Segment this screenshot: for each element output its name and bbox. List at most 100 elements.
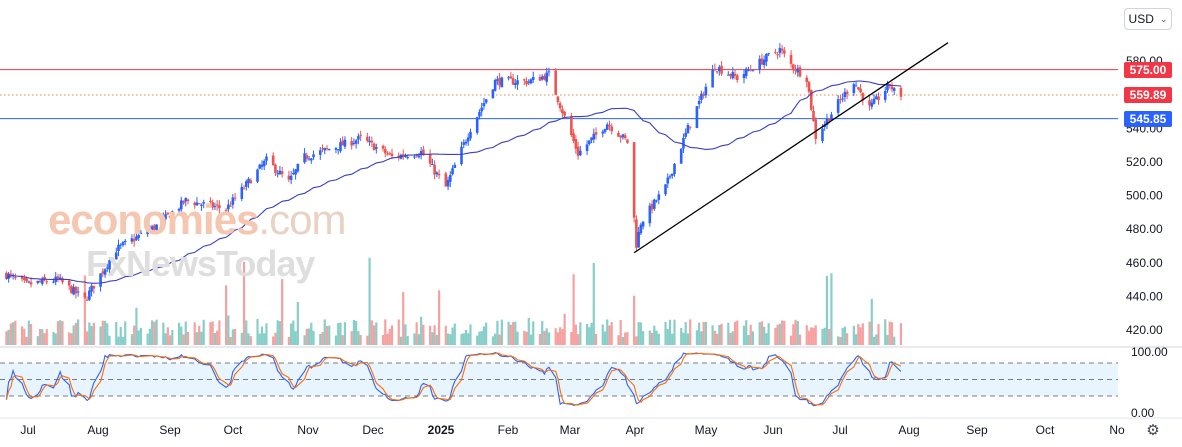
- volume-bar: [384, 319, 387, 345]
- candle-body: [240, 186, 244, 199]
- candle-body: [711, 69, 714, 88]
- candle: [444, 171, 448, 187]
- candle: [287, 170, 291, 183]
- candle-body: [307, 158, 311, 160]
- candle-body: [778, 48, 782, 53]
- candle: [280, 166, 284, 178]
- volume-bar: [263, 333, 266, 345]
- gear-icon[interactable]: ⚙: [1146, 422, 1160, 439]
- candle: [153, 223, 156, 231]
- volume-bar: [511, 322, 515, 345]
- candle: [372, 142, 376, 151]
- volume-bar: [765, 333, 768, 345]
- candle: [40, 276, 44, 286]
- candle: [516, 75, 519, 90]
- volume-bar: [193, 322, 196, 345]
- volume-bar: [323, 319, 326, 345]
- candle: [200, 203, 203, 211]
- candle: [350, 136, 353, 150]
- candle-body: [664, 184, 667, 195]
- candle-body: [276, 173, 279, 175]
- candle: [462, 139, 466, 149]
- candle-body: [637, 231, 640, 248]
- candle: [695, 106, 699, 129]
- candle: [679, 148, 683, 164]
- candle-body: [209, 200, 212, 202]
- volume-bar: [339, 322, 342, 345]
- candle-body: [74, 286, 78, 294]
- candle-body: [500, 77, 504, 88]
- candle-body: [318, 150, 322, 155]
- volume-bar: [624, 332, 627, 345]
- volume-bar: [635, 336, 638, 345]
- candle: [861, 92, 865, 106]
- candle: [556, 96, 560, 105]
- volume-bar: [404, 324, 407, 345]
- candle-body: [404, 155, 407, 158]
- volume-bar: [877, 324, 880, 345]
- candle: [859, 84, 862, 94]
- candle: [529, 78, 533, 85]
- volume-bar: [200, 331, 203, 345]
- candle: [271, 152, 275, 166]
- candle: [359, 130, 362, 142]
- candle: [260, 160, 264, 170]
- candle: [370, 136, 374, 147]
- candle-body: [496, 79, 499, 81]
- volume-bar: [763, 326, 766, 345]
- time-axis-label: Sep: [966, 423, 988, 437]
- candle: [262, 159, 266, 171]
- candle-body: [381, 145, 385, 149]
- candle-body: [648, 205, 652, 224]
- candle: [130, 234, 134, 244]
- volume-bar: [171, 329, 174, 345]
- volume-bar: [585, 323, 589, 345]
- volume-bar: [164, 333, 167, 345]
- candle-body: [603, 129, 607, 133]
- volume-bar: [527, 317, 530, 345]
- candle-body: [303, 153, 306, 163]
- volume-bar: [671, 333, 674, 345]
- volume-bar: [137, 330, 140, 345]
- volume-bar: [25, 336, 28, 345]
- candle-body: [406, 157, 410, 159]
- volume-bar: [420, 316, 423, 345]
- candle-body: [72, 287, 75, 295]
- time-axis-label: Sep: [159, 423, 181, 437]
- volume-bar: [83, 275, 86, 345]
- candle-body: [464, 141, 468, 144]
- volume-bars: [5, 257, 903, 345]
- candle-body: [774, 52, 777, 54]
- volume-bar: [406, 336, 409, 345]
- candle: [162, 212, 165, 227]
- volume-bar: [386, 333, 389, 345]
- currency-select[interactable]: USD ⌄: [1124, 8, 1172, 30]
- volume-bar: [859, 327, 862, 345]
- candle: [870, 98, 874, 110]
- candle-body: [466, 137, 470, 142]
- candle-body: [890, 86, 894, 90]
- volume-bar: [590, 322, 593, 345]
- volume-bar: [90, 326, 93, 345]
- currency-label: USD: [1128, 12, 1154, 26]
- candle: [265, 153, 268, 165]
- candle-body: [132, 239, 136, 242]
- candle-body: [397, 155, 401, 158]
- candle: [713, 63, 717, 72]
- candle: [749, 64, 753, 72]
- candle-body: [657, 194, 661, 200]
- candle-body: [117, 244, 120, 251]
- candle-body: [540, 76, 544, 80]
- candle-body: [390, 153, 394, 157]
- oscillator-axis-tick: 0.00: [1131, 406, 1155, 420]
- candle: [484, 98, 488, 105]
- candle: [61, 276, 64, 285]
- candle-body: [437, 173, 441, 176]
- candle-body: [874, 96, 878, 100]
- candle: [76, 286, 80, 297]
- candle: [247, 177, 250, 188]
- volume-bar: [359, 334, 362, 345]
- candle-body: [556, 96, 560, 103]
- candle: [354, 138, 358, 149]
- volume-bar: [870, 298, 873, 345]
